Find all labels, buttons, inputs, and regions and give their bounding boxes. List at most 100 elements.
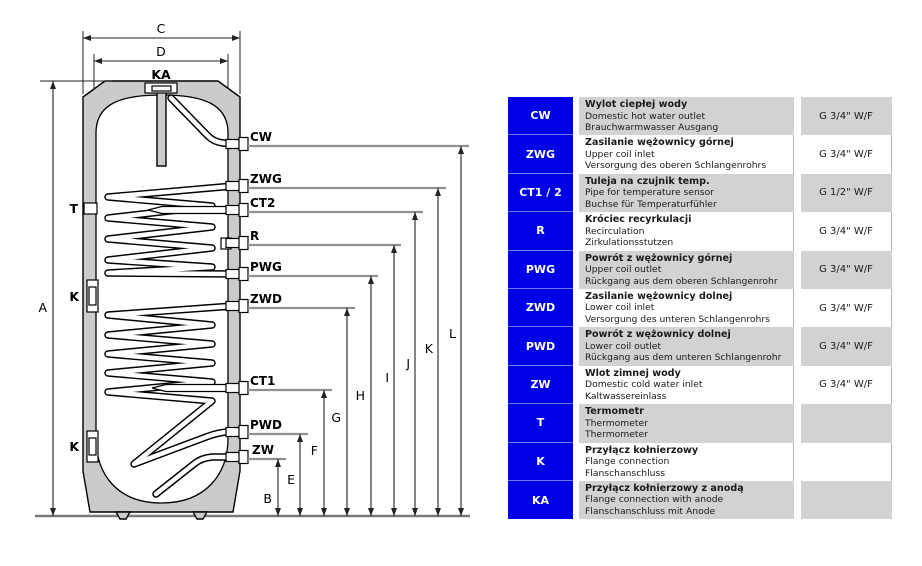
table-row: PWG Powrót z wężownicy górnej Upper coil… <box>508 250 892 289</box>
description-pl: Przyłącz kołnierzowy z anodą <box>585 482 744 494</box>
description-pl: Zasilanie wężownicy dolnej <box>585 290 733 302</box>
tank-foot-left <box>114 511 132 520</box>
description-en: Flange connection with anode <box>585 494 724 506</box>
port-labels: CW ZWG CT2 R PWG ZWD CT1 PWD ZW <box>250 130 282 457</box>
table-row: ZWD Zasilanie wężownicy dolnej Lower coi… <box>508 288 892 328</box>
tank-diagram: CW ZWG CT2 R PWG ZWD CT1 PWD ZW <box>35 21 470 520</box>
connection-code: ZWG <box>508 135 573 174</box>
ct2-thermowell <box>147 205 234 215</box>
connection-size: G 3/4" W/F <box>794 288 892 328</box>
connection-description: Termometr Thermometer Thermometer <box>573 404 794 443</box>
dim-label-e: E <box>287 472 295 487</box>
k-flange-upper <box>86 279 99 313</box>
table-row: CW Wylot ciepłej wody Domestic hot water… <box>508 97 892 136</box>
description-pl: Wlot zimnej wody <box>585 367 681 379</box>
connection-description: Zasilanie wężownicy dolnej Lower coil in… <box>573 288 794 328</box>
table-row: CT1 / 2 Tuleja na czujnik temp. Pipe for… <box>508 173 892 213</box>
connection-description: Powrót z wężownicy dolnej Lower coil out… <box>573 327 794 366</box>
description-de: Flanschanschluss <box>585 467 666 479</box>
port-lines <box>248 144 469 461</box>
port-stub-ct2 <box>225 202 249 218</box>
description-en: Lower coil inlet <box>585 302 655 314</box>
table-row: PWD Powrót z wężownicy dolnej Lower coil… <box>508 327 892 366</box>
port-label-zwg: ZWG <box>250 172 282 186</box>
dim-label-a: A <box>38 300 47 315</box>
description-en: Recirculation <box>585 225 645 237</box>
dim-label-h: H <box>356 388 365 403</box>
port-stubs <box>225 136 249 465</box>
anode-rod <box>156 91 167 167</box>
description-de: Rückgang aus dem unteren Schlangenrohr <box>585 352 782 364</box>
dim-label-k: K <box>425 341 434 356</box>
connection-description: Przyłącz kołnierzowy Flange connection F… <box>573 442 794 481</box>
thermometer-boss <box>83 202 98 215</box>
description-en: Flange connection <box>585 456 670 468</box>
port-stub-ct1 <box>225 380 249 396</box>
connection-code: T <box>508 404 573 443</box>
height-dimension-labels: B E F G H I J K L <box>263 326 456 506</box>
connection-description: Przyłącz kołnierzowy z anodą Flange conn… <box>573 480 794 520</box>
connection-description: Wylot ciepłej wody Domestic hot water ou… <box>573 97 794 136</box>
table-row: R Króciec recyrkulacji Recirculation Zir… <box>508 212 892 251</box>
port-label-r: R <box>250 229 259 243</box>
table-row: ZWG Zasilanie wężownicy górnej Upper coi… <box>508 135 892 174</box>
connection-size <box>794 442 892 481</box>
height-dimension-lines <box>275 146 464 516</box>
connection-code: R <box>508 212 573 251</box>
connection-description: Wlot zimnej wody Domestic cold water inl… <box>573 365 794 405</box>
description-de: Versorgung des oberen Schlangenrohrs <box>585 160 767 172</box>
port-label-cw: CW <box>250 130 272 144</box>
upper-coil <box>104 182 237 278</box>
description-de: Thermometer <box>585 429 648 441</box>
table-row: KA Przyłącz kołnierzowy z anodą Flange c… <box>508 480 892 520</box>
connection-size: G 3/4" W/F <box>794 327 892 366</box>
port-stub-zwg <box>225 178 249 194</box>
port-label-pwg: PWG <box>250 260 282 274</box>
description-pl: Króciec recyrkulacji <box>585 214 692 226</box>
description-pl: Powrót z wężownicy górnej <box>585 252 733 264</box>
port-stub-r <box>225 235 249 251</box>
port-label-ct1: CT1 <box>250 374 275 388</box>
description-pl: Przyłącz kołnierzowy <box>585 444 699 456</box>
description-de: Versorgung des unteren Schlangenrohrs <box>585 313 770 325</box>
connection-size: G 3/4" W/F <box>794 97 892 136</box>
connection-size: G 3/4" W/F <box>794 212 892 251</box>
connection-table: CW Wylot ciepłej wody Domestic hot water… <box>508 97 892 520</box>
cw-pipe <box>167 94 237 148</box>
connection-size <box>794 404 892 443</box>
port-stub-zw <box>225 449 249 465</box>
description-pl: Tuleja na czujnik temp. <box>585 175 710 187</box>
description-pl: Powrót z wężownicy dolnej <box>585 329 731 341</box>
tank-diagram-svg: CW ZWG CT2 R PWG ZWD CT1 PWD ZW <box>35 21 470 520</box>
dim-label-g: G <box>331 410 341 425</box>
description-en: Lower coil outlet <box>585 340 661 352</box>
connection-code: ZWD <box>508 288 573 328</box>
table-row: K Przyłącz kołnierzowy Flange connection… <box>508 442 892 481</box>
description-de: Buchse für Temperaturfühler <box>585 198 717 210</box>
connection-size: G 3/4" W/F <box>794 135 892 174</box>
description-de: Zirkulationsstutzen <box>585 237 674 249</box>
port-label-zwd: ZWD <box>250 292 282 306</box>
k-lower-label: K <box>69 439 80 454</box>
ka-flange <box>144 82 178 94</box>
description-en: Upper coil inlet <box>585 148 655 160</box>
connection-description: Tuleja na czujnik temp. Pipe for tempera… <box>573 173 794 213</box>
connection-size: G 3/4" W/F <box>794 250 892 289</box>
description-en: Pipe for temperature sensor <box>585 187 714 199</box>
dimension-a: A <box>38 80 112 516</box>
port-label-zw: ZW <box>252 443 274 457</box>
port-stub-cw <box>225 136 249 152</box>
k-flange-lower <box>86 430 99 463</box>
description-pl: Termometr <box>585 406 644 418</box>
port-stub-pwd <box>225 424 249 440</box>
dim-label-b: B <box>263 491 272 506</box>
connection-code: PWG <box>508 250 573 289</box>
description-de: Kaltwassereinlass <box>585 390 667 402</box>
description-pl: Wylot ciepłej wody <box>585 99 688 110</box>
connection-description: Zasilanie wężownicy górnej Upper coil in… <box>573 135 794 174</box>
connection-size <box>794 480 892 520</box>
dimension-c: C <box>82 21 241 94</box>
connection-size: G 3/4" W/F <box>794 365 892 405</box>
connection-code: K <box>508 442 573 481</box>
dimension-d: D <box>93 44 229 89</box>
